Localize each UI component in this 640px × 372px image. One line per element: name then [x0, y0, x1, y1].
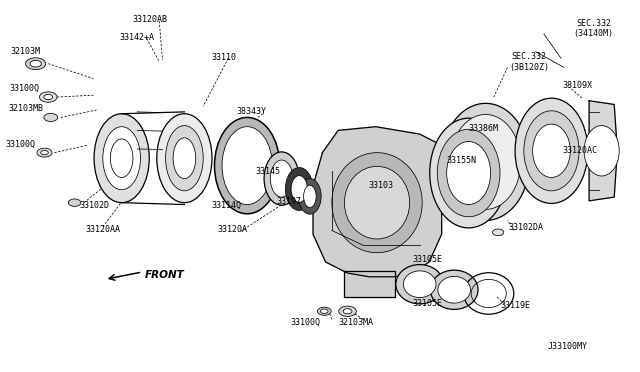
Ellipse shape	[285, 167, 313, 211]
Ellipse shape	[429, 118, 508, 228]
Circle shape	[343, 309, 352, 314]
Text: 33386M: 33386M	[468, 124, 499, 133]
Ellipse shape	[396, 264, 444, 304]
Text: 33114Q: 33114Q	[211, 201, 241, 210]
Text: 33120A: 33120A	[218, 225, 248, 234]
Text: 33105E: 33105E	[412, 299, 442, 308]
Text: J33100MY: J33100MY	[548, 341, 588, 350]
Ellipse shape	[214, 118, 280, 214]
Ellipse shape	[291, 176, 307, 202]
Ellipse shape	[344, 166, 410, 239]
Ellipse shape	[270, 160, 293, 197]
Ellipse shape	[166, 126, 204, 191]
Text: 33120AB: 33120AB	[132, 16, 168, 25]
Circle shape	[44, 113, 58, 122]
Ellipse shape	[438, 276, 470, 303]
Ellipse shape	[94, 114, 149, 203]
Ellipse shape	[524, 111, 579, 191]
Ellipse shape	[403, 271, 436, 298]
Text: 33119E: 33119E	[500, 301, 530, 310]
Ellipse shape	[222, 127, 272, 205]
Ellipse shape	[584, 126, 620, 176]
Ellipse shape	[173, 138, 196, 179]
Polygon shape	[589, 101, 618, 201]
Text: 33110: 33110	[211, 52, 236, 61]
Ellipse shape	[103, 127, 140, 190]
Text: 33197: 33197	[276, 197, 301, 206]
Text: 32103MA: 32103MA	[338, 318, 373, 327]
Ellipse shape	[299, 179, 321, 214]
Text: 32103M: 32103M	[11, 47, 41, 56]
Circle shape	[40, 92, 57, 102]
Circle shape	[493, 229, 504, 235]
Text: 33100Q: 33100Q	[10, 84, 40, 93]
Circle shape	[44, 94, 52, 100]
Ellipse shape	[515, 98, 588, 203]
Ellipse shape	[451, 115, 521, 209]
Polygon shape	[344, 271, 395, 297]
Text: SEC.332
(3B120Z): SEC.332 (3B120Z)	[509, 52, 548, 71]
Text: 38343Y: 38343Y	[237, 108, 266, 116]
Circle shape	[317, 307, 332, 315]
Circle shape	[339, 306, 356, 317]
Circle shape	[26, 58, 45, 70]
Text: 33100Q: 33100Q	[291, 318, 321, 327]
Ellipse shape	[532, 124, 570, 177]
Ellipse shape	[447, 141, 491, 205]
Ellipse shape	[332, 153, 422, 253]
Text: 33102D: 33102D	[79, 201, 109, 210]
Ellipse shape	[264, 152, 300, 205]
Text: 33102DA: 33102DA	[509, 223, 544, 232]
Text: 33155N: 33155N	[446, 156, 476, 165]
Circle shape	[68, 199, 81, 206]
Text: 33105E: 33105E	[412, 255, 442, 264]
Text: 32103MB: 32103MB	[8, 104, 44, 113]
Circle shape	[321, 309, 328, 314]
Ellipse shape	[437, 129, 500, 217]
Circle shape	[37, 148, 52, 157]
Text: SEC.332
(34140M): SEC.332 (34140M)	[573, 19, 613, 38]
Polygon shape	[313, 127, 442, 277]
Ellipse shape	[157, 114, 212, 203]
Circle shape	[41, 150, 48, 155]
Text: 33103: 33103	[368, 181, 393, 190]
Ellipse shape	[442, 103, 529, 221]
Text: 33142+A: 33142+A	[120, 33, 155, 42]
Text: 33120AC: 33120AC	[563, 146, 598, 155]
Text: 33145: 33145	[255, 167, 280, 176]
Text: 33100Q: 33100Q	[6, 140, 36, 149]
Text: FRONT: FRONT	[145, 270, 184, 280]
Circle shape	[30, 60, 42, 67]
Text: 33120AA: 33120AA	[86, 225, 121, 234]
Ellipse shape	[303, 185, 316, 208]
Ellipse shape	[430, 270, 478, 310]
Text: 38109X: 38109X	[563, 81, 593, 90]
